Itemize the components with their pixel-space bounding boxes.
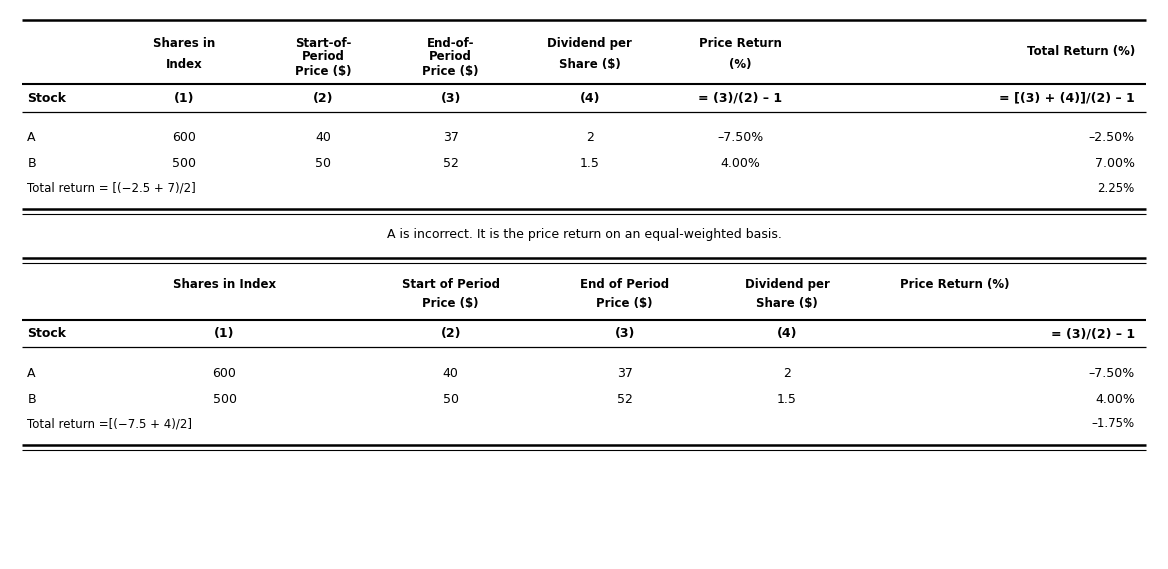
Text: (1): (1) — [174, 92, 194, 105]
Text: 4.00%: 4.00% — [721, 158, 760, 171]
Text: Price ($): Price ($) — [423, 296, 479, 310]
Text: 50: 50 — [443, 393, 459, 406]
Text: 500: 500 — [172, 158, 196, 171]
Text: –7.50%: –7.50% — [1089, 366, 1135, 380]
Text: 52: 52 — [617, 393, 633, 406]
Text: Total return =[(−7.5 + 4)/2]: Total return =[(−7.5 + 4)/2] — [27, 417, 193, 430]
Text: (3): (3) — [614, 327, 634, 340]
Text: Share ($): Share ($) — [756, 296, 818, 310]
Text: –7.50%: –7.50% — [717, 131, 764, 144]
Text: (4): (4) — [777, 327, 798, 340]
Text: = (3)/(2) – 1: = (3)/(2) – 1 — [698, 92, 783, 105]
Text: 500: 500 — [213, 393, 236, 406]
Text: 37: 37 — [617, 366, 633, 380]
Text: 7.00%: 7.00% — [1094, 158, 1135, 171]
Text: (4): (4) — [579, 92, 600, 105]
Text: Dividend per: Dividend per — [744, 278, 829, 291]
Text: 2: 2 — [586, 131, 593, 144]
Text: Price ($): Price ($) — [597, 296, 653, 310]
Text: (2): (2) — [313, 92, 333, 105]
Text: (%): (%) — [729, 57, 752, 71]
Text: 4.00%: 4.00% — [1094, 393, 1135, 406]
Text: Index: Index — [166, 57, 202, 71]
Text: 600: 600 — [172, 131, 196, 144]
Text: Dividend per: Dividend per — [548, 37, 632, 50]
Text: –1.75%: –1.75% — [1092, 417, 1135, 430]
Text: (1): (1) — [214, 327, 235, 340]
Text: End of Period: End of Period — [580, 278, 669, 291]
Text: 52: 52 — [443, 158, 459, 171]
Text: Period
Price ($): Period Price ($) — [423, 50, 479, 78]
Text: Period
Price ($): Period Price ($) — [294, 50, 352, 78]
Text: 1.5: 1.5 — [579, 158, 599, 171]
Text: Shares in: Shares in — [153, 37, 215, 50]
Text: 40: 40 — [443, 366, 459, 380]
Text: 40: 40 — [315, 131, 331, 144]
Text: A is incorrect. It is the price return on an equal-weighted basis.: A is incorrect. It is the price return o… — [387, 228, 781, 241]
Text: Shares in Index: Shares in Index — [173, 278, 276, 291]
Text: –2.50%: –2.50% — [1089, 131, 1135, 144]
Text: B: B — [27, 393, 36, 406]
Text: (3): (3) — [440, 92, 461, 105]
Text: Start of Period: Start of Period — [402, 278, 500, 291]
Text: (2): (2) — [440, 327, 461, 340]
Text: = (3)/(2) – 1: = (3)/(2) – 1 — [1051, 327, 1135, 340]
Text: 50: 50 — [315, 158, 331, 171]
Text: Price Return: Price Return — [700, 37, 783, 50]
Text: Stock: Stock — [27, 327, 67, 340]
Text: Price Return (%): Price Return (%) — [901, 278, 1010, 291]
Text: Start-of-: Start-of- — [294, 37, 352, 50]
Text: A: A — [27, 366, 36, 380]
Text: 1.5: 1.5 — [777, 393, 797, 406]
Text: Total return = [(−2.5 + 7)/2]: Total return = [(−2.5 + 7)/2] — [27, 182, 196, 195]
Text: Stock: Stock — [27, 92, 67, 105]
Text: A: A — [27, 131, 36, 144]
Text: Total Return (%): Total Return (%) — [1027, 46, 1135, 59]
Text: 2.25%: 2.25% — [1098, 182, 1135, 195]
Text: B: B — [27, 158, 36, 171]
Text: 600: 600 — [213, 366, 236, 380]
Text: 37: 37 — [443, 131, 459, 144]
Text: = [(3) + (4)]/(2) – 1: = [(3) + (4)]/(2) – 1 — [999, 92, 1135, 105]
Text: Share ($): Share ($) — [559, 57, 620, 71]
Text: End-of-: End-of- — [426, 37, 474, 50]
Text: 2: 2 — [783, 366, 791, 380]
